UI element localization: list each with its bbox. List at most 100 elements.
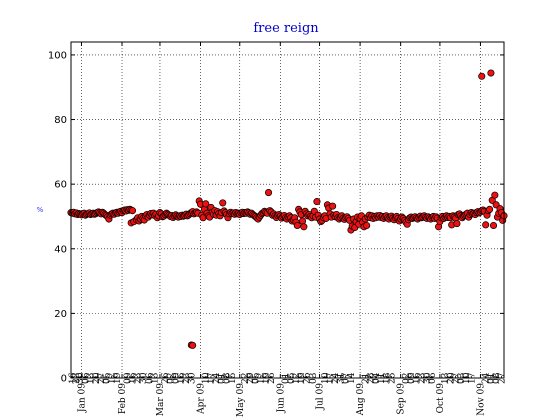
data-point: [329, 202, 337, 210]
data-point: [487, 69, 495, 77]
x-tick-label: Mar 09: [156, 383, 166, 416]
x-minor-tick-label: 16: [128, 372, 138, 384]
x-minor-tick-label: 25: [387, 372, 397, 384]
data-point: [300, 223, 308, 231]
x-minor-tick-label: 31: [336, 373, 346, 384]
x-axis: Jan 09 Feb 09 Mar 09 Apr 09 May 09 Jun 09 Jul …: [68, 42, 507, 417]
x-minor-tick-label: 17: [326, 372, 336, 384]
x-minor-tick-label: 19: [113, 372, 123, 384]
x-minor-tick-label: 03: [309, 372, 319, 384]
x-minor-tick-label: 09: [123, 372, 133, 384]
x-minor-tick-label: 27: [452, 372, 462, 384]
x-minor-tick-label: 30: [76, 372, 86, 384]
x-minor-tick-label: 09: [172, 372, 182, 384]
x-tick-label: May 09: [236, 383, 246, 417]
x-minor-tick-label: 08: [492, 372, 502, 384]
x-minor-tick-label: 01: [217, 373, 227, 384]
data-point: [298, 217, 307, 225]
x-minor-tick-label: 12: [292, 373, 302, 384]
x-minor-tick-label: 27: [497, 372, 507, 384]
x-minor-tick-label: 30: [139, 372, 149, 384]
x-minor-tick-label: 24: [482, 372, 492, 384]
data-point: [489, 221, 498, 230]
x-minor-tick-label: 23: [418, 372, 428, 384]
y-tick-label: 20: [54, 309, 67, 320]
x-minor-tick-label: 10: [202, 372, 212, 384]
x-minor-tick-label: 23: [134, 372, 144, 384]
x-tick-label: Oct 09: [436, 383, 446, 414]
x-minor-tick-label: 05: [251, 372, 261, 384]
data-point: [478, 72, 486, 80]
x-tick-label: Jun 09: [276, 383, 286, 414]
x-minor-tick-label: 19: [262, 372, 272, 384]
x-minor-tick-label: 15: [228, 372, 238, 384]
x-minor-tick-label: 23: [182, 372, 192, 384]
data-point: [189, 341, 197, 349]
x-minor-tick-label: 26: [267, 372, 277, 384]
x-tick-label: Nov 09: [476, 383, 486, 416]
data-point: [453, 220, 461, 228]
x-tick-label: Feb 09: [118, 383, 128, 414]
x-tick-label: Apr 09: [197, 383, 207, 415]
x-minor-tick-label: 01: [487, 373, 497, 384]
x-minor-tick-label: 30: [423, 372, 433, 384]
x-minor-tick-label: 18: [382, 372, 392, 384]
x-minor-tick-label: 09: [407, 372, 417, 384]
x-minor-tick-label: 22: [241, 373, 251, 384]
x-minor-tick-label: 12: [257, 373, 267, 384]
data-point: [202, 200, 210, 208]
y-tick-label: 60: [54, 180, 67, 191]
x-tick-label: Sep 09: [397, 383, 407, 415]
x-minor-tick-label: 06: [81, 372, 91, 384]
x-minor-tick-label: 12: [108, 373, 118, 384]
x-minor-tick-label: 14: [347, 372, 357, 384]
x-minor-tick-label: 20: [446, 372, 456, 384]
x-minor-tick-label: 01: [282, 373, 292, 384]
x-minor-tick-label: 26: [302, 372, 312, 384]
x-minor-tick-label: 07: [342, 372, 352, 384]
x-minor-tick-label: 17: [207, 372, 217, 384]
chart-title: free reign: [253, 21, 319, 36]
plot-frame: [70, 41, 505, 379]
x-minor-tick-label: 24: [212, 372, 222, 384]
x-minor-tick-label: 08: [223, 372, 233, 384]
x-minor-tick-label: 28: [367, 372, 377, 384]
x-minor-tick-label: 10: [321, 372, 331, 384]
x-minor-tick-label: 04: [372, 372, 382, 384]
x-minor-tick-label: 23: [72, 372, 82, 384]
x-minor-tick-label: 02: [166, 373, 176, 384]
grid: [71, 42, 504, 378]
y-tick-label: 80: [54, 115, 67, 126]
x-minor-tick-label: 06: [428, 372, 438, 384]
x-minor-tick-label: 05: [102, 372, 112, 384]
data-point: [482, 221, 490, 229]
data-point: [293, 221, 301, 230]
x-tick-label: Aug 09: [356, 383, 366, 417]
x-minor-tick-label: 13: [441, 372, 451, 384]
x-tick-label: Jan 09: [77, 383, 87, 413]
x-minor-tick-label: 20: [92, 372, 102, 384]
x-minor-tick-label: 06: [145, 372, 155, 384]
x-minor-tick-label: 16: [177, 372, 187, 384]
y-tick-label: 0: [61, 374, 67, 385]
x-tick-label: Jul 09: [316, 383, 326, 411]
x-minor-tick-label: 16: [68, 372, 78, 384]
data-point: [363, 221, 371, 230]
x-minor-tick-label: 26: [161, 372, 171, 384]
data-point: [128, 207, 137, 215]
x-minor-tick-label: 02: [402, 373, 412, 384]
x-minor-tick-label: 17: [467, 372, 477, 384]
x-minor-tick-label: 16: [412, 372, 422, 384]
x-minor-tick-label: 03: [457, 372, 467, 384]
x-minor-tick-label: 13: [87, 372, 97, 384]
x-minor-tick-label: 30: [187, 372, 197, 384]
x-minor-tick-label: 21: [361, 373, 371, 384]
x-minor-tick-label: 24: [331, 372, 341, 384]
x-minor-tick-label: 11: [377, 373, 387, 384]
data-point: [491, 191, 499, 199]
data-point: [264, 189, 273, 197]
x-minor-tick-label: 27: [97, 372, 107, 384]
x-minor-tick-label: 19: [297, 372, 307, 384]
